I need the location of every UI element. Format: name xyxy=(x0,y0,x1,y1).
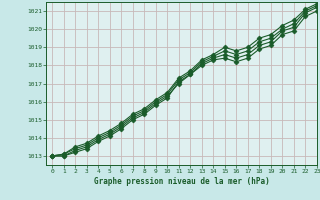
X-axis label: Graphe pression niveau de la mer (hPa): Graphe pression niveau de la mer (hPa) xyxy=(94,177,269,186)
